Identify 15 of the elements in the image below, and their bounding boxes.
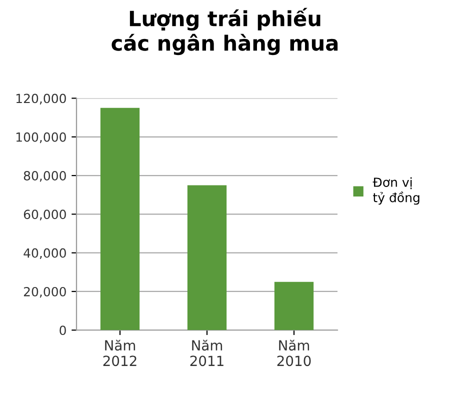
y-tick-label: 100,000 bbox=[16, 132, 66, 144]
x-tick-label: Năm 2011 bbox=[190, 340, 224, 366]
legend-label: Đơn vị tỷ đồng bbox=[372, 177, 420, 205]
bar bbox=[187, 185, 227, 330]
y-tick-label: 20,000 bbox=[24, 286, 66, 298]
y-tick-label: 0 bbox=[60, 326, 66, 336]
x-tick-label: Năm 2010 bbox=[277, 340, 311, 366]
y-tick-label: 80,000 bbox=[24, 171, 66, 182]
y-tick-label: 40,000 bbox=[24, 248, 66, 260]
x-tick-label: Năm 2012 bbox=[103, 340, 136, 366]
y-tick-label: 120,000 bbox=[16, 94, 66, 104]
bar bbox=[274, 282, 314, 330]
bar bbox=[100, 108, 140, 330]
chart-title: Lượng trái phiếu các ngân hàng mua bbox=[112, 8, 338, 56]
y-tick-label: 60,000 bbox=[24, 210, 66, 220]
